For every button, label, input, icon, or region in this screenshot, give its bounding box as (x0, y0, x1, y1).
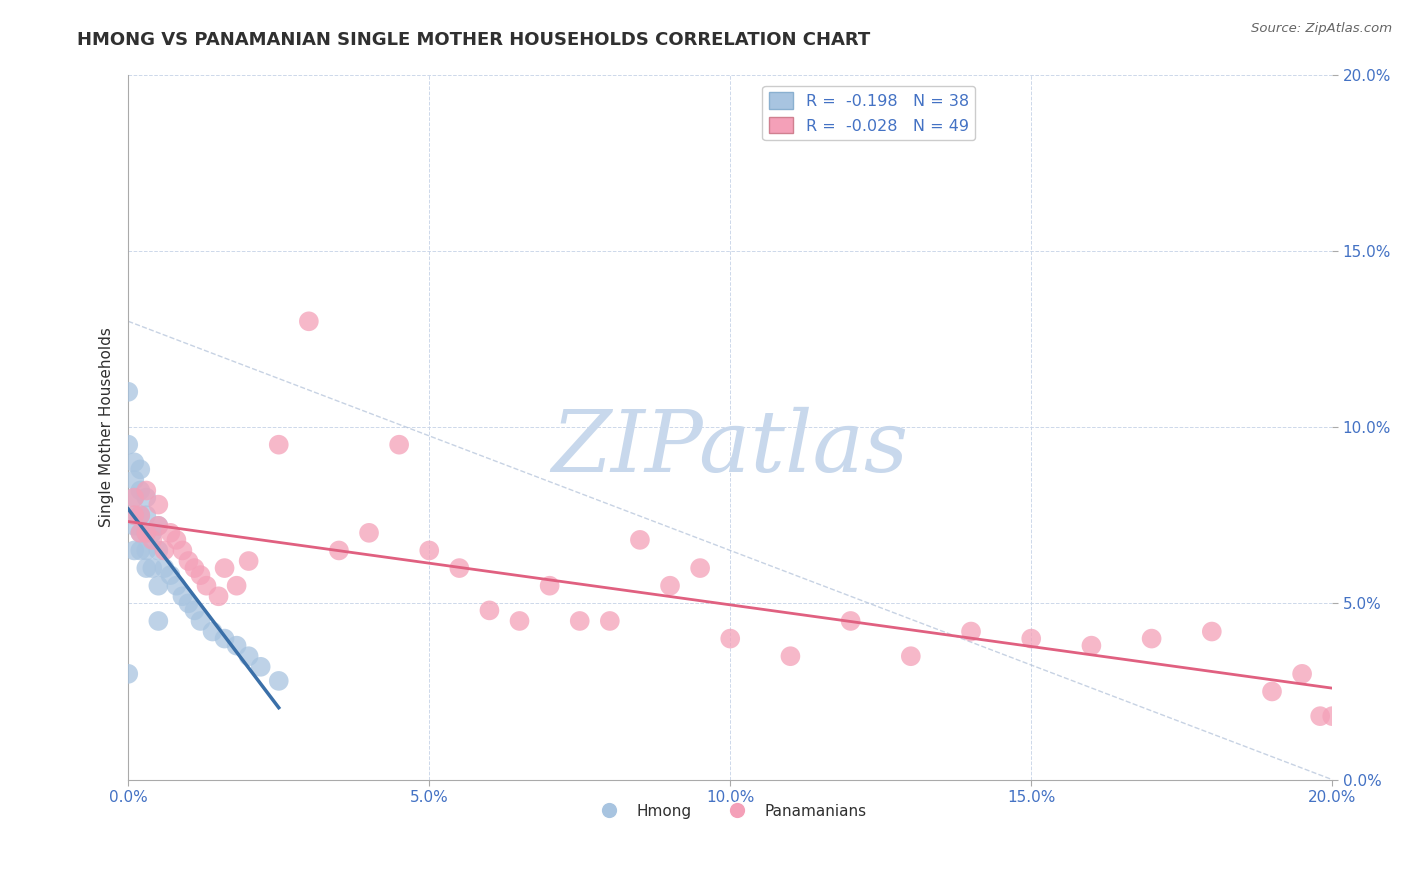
Point (1261, 684, 1284, 698)
Point (141, 533, 163, 547)
Point (135, 508, 157, 523)
Point (159, 568, 181, 582)
Point (122, 543, 145, 558)
Point (117, 666, 139, 681)
Point (659, 579, 682, 593)
Point (141, 525, 163, 540)
Point (1080, 639, 1102, 653)
Point (148, 614, 170, 628)
Point (122, 518, 145, 533)
Point (190, 614, 212, 628)
Point (839, 614, 862, 628)
Point (718, 632, 741, 646)
Point (141, 561, 163, 575)
Point (357, 525, 380, 540)
Point (1322, 709, 1344, 723)
Point (172, 543, 194, 558)
Point (249, 660, 271, 674)
Point (183, 603, 205, 617)
Point (135, 561, 157, 575)
Point (201, 624, 224, 639)
Point (183, 561, 205, 575)
Point (122, 508, 145, 523)
Point (388, 438, 411, 452)
Point (129, 543, 152, 558)
Point (1140, 632, 1163, 646)
Point (148, 543, 170, 558)
Text: ZIPatlas: ZIPatlas (551, 407, 908, 490)
Point (129, 462, 152, 476)
Point (135, 525, 157, 540)
Point (135, 543, 157, 558)
Point (135, 483, 157, 498)
Point (117, 384, 139, 399)
Text: HMONG VS PANAMANIAN SINGLE MOTHER HOUSEHOLDS CORRELATION CHART: HMONG VS PANAMANIAN SINGLE MOTHER HOUSEH… (77, 31, 870, 49)
Point (172, 589, 194, 603)
Point (129, 508, 152, 523)
Text: Source: ZipAtlas.com: Source: ZipAtlas.com (1251, 22, 1392, 36)
Point (238, 649, 260, 664)
Point (214, 632, 236, 646)
Point (148, 579, 170, 593)
Point (960, 624, 983, 639)
Point (117, 438, 139, 452)
Point (129, 525, 152, 540)
Point (538, 579, 561, 593)
Point (135, 525, 157, 540)
Point (129, 525, 152, 540)
Point (599, 614, 621, 628)
Point (122, 491, 145, 505)
Legend: Hmong, Panamanians: Hmong, Panamanians (588, 797, 873, 825)
Point (148, 498, 170, 512)
Point (129, 508, 152, 523)
Point (298, 314, 321, 328)
Point (1201, 624, 1223, 639)
Point (122, 491, 145, 505)
Point (122, 473, 145, 487)
Point (159, 525, 181, 540)
Point (418, 543, 440, 558)
Point (225, 579, 247, 593)
Point (153, 543, 176, 558)
Point (478, 603, 501, 617)
Point (779, 649, 801, 664)
Point (195, 579, 218, 593)
Point (177, 554, 200, 568)
Point (214, 561, 236, 575)
Point (449, 561, 471, 575)
Point (328, 543, 350, 558)
Point (148, 518, 170, 533)
Point (225, 639, 247, 653)
Point (900, 649, 922, 664)
Point (568, 614, 591, 628)
Point (1019, 632, 1042, 646)
Point (238, 554, 260, 568)
Point (509, 614, 531, 628)
Point (689, 561, 711, 575)
Point (207, 589, 229, 603)
Point (122, 455, 145, 469)
Point (122, 508, 145, 523)
Point (129, 483, 152, 498)
Y-axis label: Single Mother Households: Single Mother Households (100, 327, 114, 527)
Point (1291, 666, 1313, 681)
Point (148, 518, 170, 533)
Point (267, 438, 290, 452)
Point (628, 533, 651, 547)
Point (177, 596, 200, 610)
Point (165, 533, 187, 547)
Point (267, 673, 290, 688)
Point (153, 561, 176, 575)
Point (190, 568, 212, 582)
Point (165, 579, 187, 593)
Point (135, 491, 157, 505)
Point (1309, 709, 1331, 723)
